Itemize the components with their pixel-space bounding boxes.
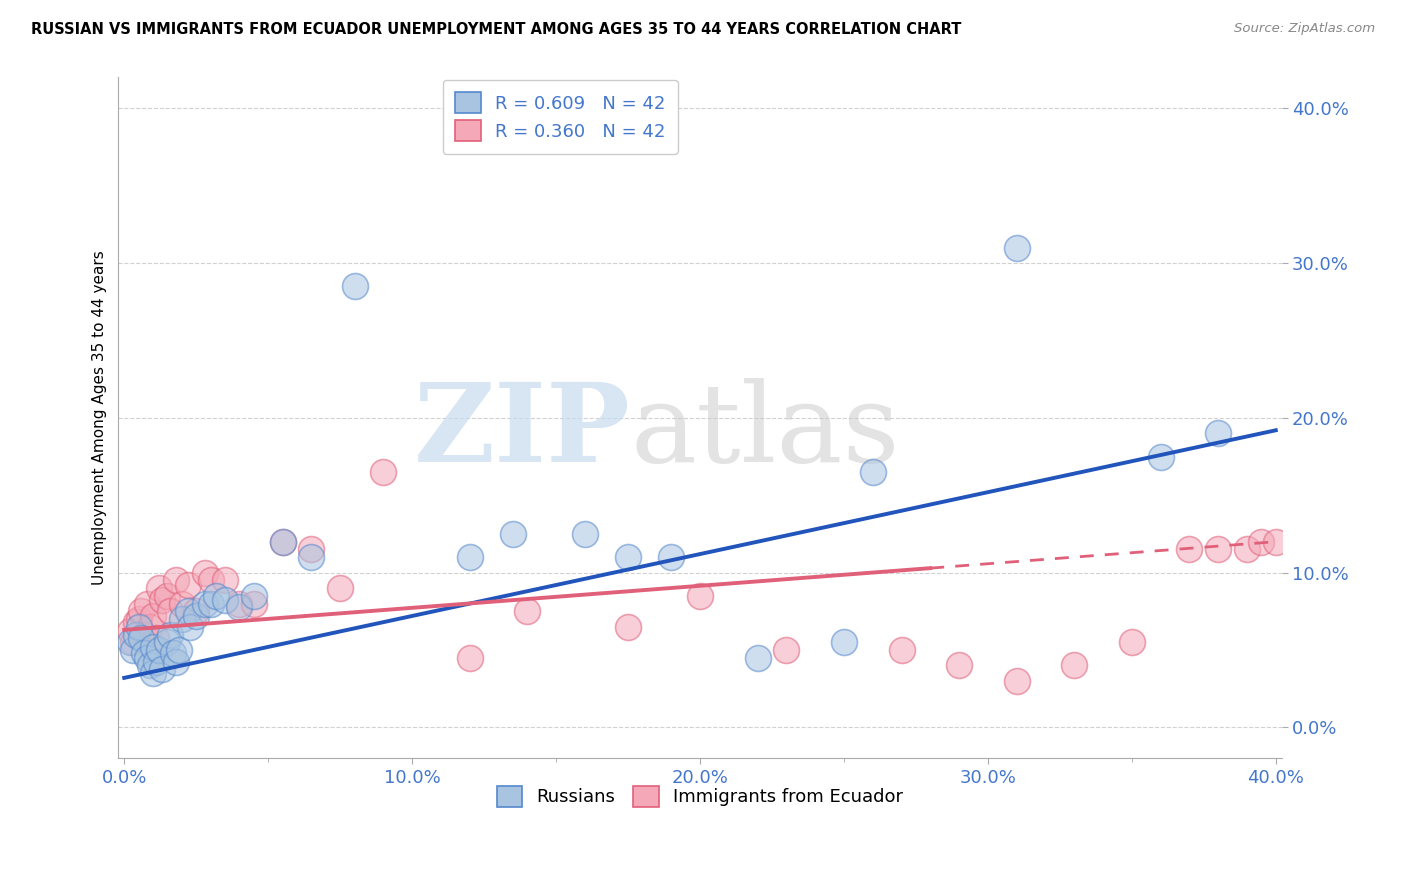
Point	[617, 620, 640, 634]
Point	[139, 620, 162, 634]
Point	[689, 589, 711, 603]
Legend: Russians, Immigrants from Ecuador: Russians, Immigrants from Ecuador	[489, 779, 911, 814]
Point	[159, 627, 181, 641]
Point	[145, 631, 167, 645]
Point	[747, 650, 769, 665]
Point	[574, 527, 596, 541]
Point	[242, 589, 264, 603]
Point	[165, 574, 187, 588]
Point	[186, 609, 208, 624]
Point	[134, 627, 156, 641]
Point	[142, 609, 165, 624]
Point	[121, 635, 143, 649]
Point	[214, 593, 236, 607]
Point	[1250, 534, 1272, 549]
Point	[186, 604, 208, 618]
Point	[136, 650, 159, 665]
Point	[118, 624, 141, 639]
Point	[128, 620, 150, 634]
Point	[271, 534, 294, 549]
Point	[148, 643, 170, 657]
Text: atlas: atlas	[630, 378, 900, 485]
Point	[148, 581, 170, 595]
Point	[194, 597, 217, 611]
Y-axis label: Unemployment Among Ages 35 to 44 years: Unemployment Among Ages 35 to 44 years	[93, 251, 107, 585]
Point	[1206, 542, 1229, 557]
Point	[176, 604, 198, 618]
Point	[1264, 534, 1286, 549]
Point	[134, 646, 156, 660]
Point	[1063, 658, 1085, 673]
Point	[118, 635, 141, 649]
Point	[125, 615, 148, 629]
Point	[145, 656, 167, 670]
Point	[214, 574, 236, 588]
Point	[200, 597, 222, 611]
Point	[242, 597, 264, 611]
Text: RUSSIAN VS IMMIGRANTS FROM ECUADOR UNEMPLOYMENT AMONG AGES 35 TO 44 YEARS CORREL: RUSSIAN VS IMMIGRANTS FROM ECUADOR UNEMP…	[31, 22, 962, 37]
Point	[139, 658, 162, 673]
Point	[150, 662, 173, 676]
Point	[165, 656, 187, 670]
Point	[271, 534, 294, 549]
Point	[128, 612, 150, 626]
Point	[125, 627, 148, 641]
Point	[343, 279, 366, 293]
Point	[167, 643, 190, 657]
Point	[228, 597, 250, 611]
Point	[200, 574, 222, 588]
Text: ZIP: ZIP	[413, 378, 630, 485]
Point	[832, 635, 855, 649]
Point	[617, 550, 640, 565]
Point	[458, 650, 481, 665]
Point	[1206, 426, 1229, 441]
Point	[890, 643, 912, 657]
Point	[205, 589, 228, 603]
Point	[373, 465, 395, 479]
Point	[516, 604, 538, 618]
Point	[162, 646, 184, 660]
Point	[194, 566, 217, 580]
Point	[458, 550, 481, 565]
Point	[1121, 635, 1143, 649]
Point	[159, 604, 181, 618]
Point	[1149, 450, 1171, 464]
Point	[142, 640, 165, 654]
Point	[150, 593, 173, 607]
Point	[142, 666, 165, 681]
Point	[862, 465, 884, 479]
Point	[299, 542, 322, 557]
Point	[1005, 241, 1028, 255]
Point	[502, 527, 524, 541]
Point	[775, 643, 797, 657]
Point	[1236, 542, 1258, 557]
Point	[156, 589, 179, 603]
Point	[228, 599, 250, 614]
Point	[156, 635, 179, 649]
Point	[131, 604, 153, 618]
Point	[170, 597, 193, 611]
Point	[170, 612, 193, 626]
Point	[136, 597, 159, 611]
Point	[299, 550, 322, 565]
Point	[948, 658, 970, 673]
Text: Source: ZipAtlas.com: Source: ZipAtlas.com	[1234, 22, 1375, 36]
Point	[659, 550, 682, 565]
Point	[1178, 542, 1201, 557]
Point	[121, 643, 143, 657]
Point	[179, 620, 201, 634]
Point	[1005, 673, 1028, 688]
Point	[329, 581, 352, 595]
Point	[131, 631, 153, 645]
Point	[176, 578, 198, 592]
